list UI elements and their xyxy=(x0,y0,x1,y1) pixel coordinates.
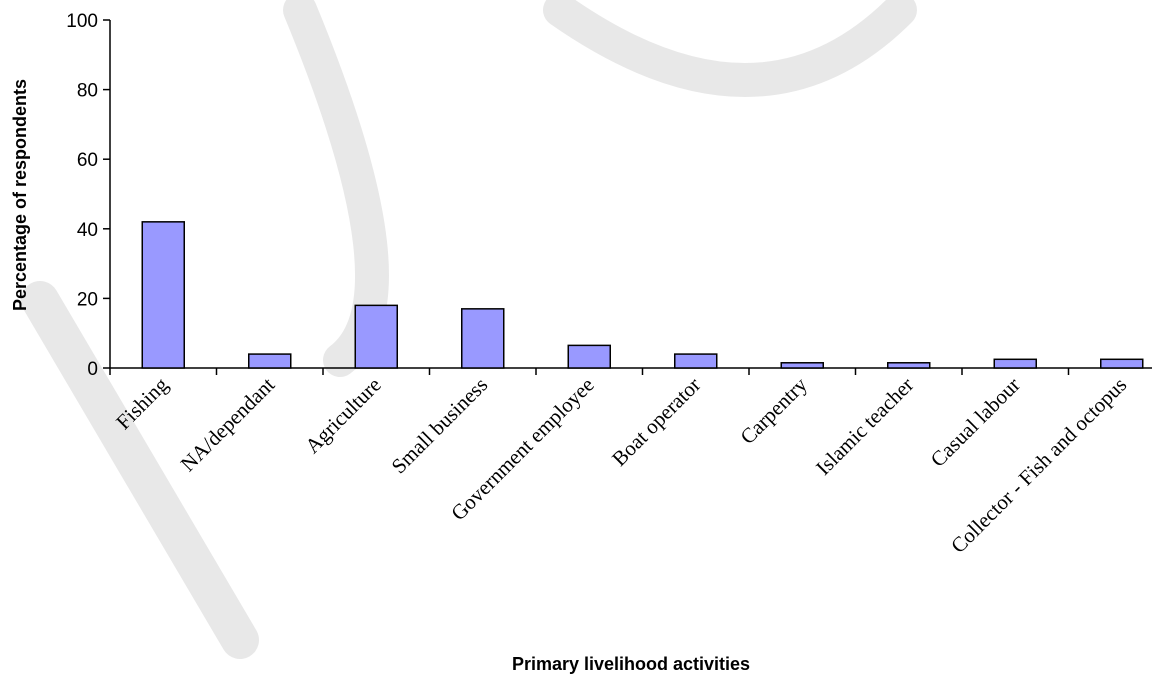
bar-na-dependant xyxy=(248,353,292,369)
y-tick-label: 60 xyxy=(77,150,98,171)
y-axis-title: Percentage of respondents xyxy=(10,79,30,311)
bar-casual-labour xyxy=(993,358,1037,369)
bar-agriculture xyxy=(354,304,398,369)
x-axis-title: Primary livelihood activities xyxy=(512,654,750,674)
y-tick-label: 80 xyxy=(77,81,98,102)
bar-islamic-teacher xyxy=(887,362,931,369)
x-category-label: Small business xyxy=(387,373,493,479)
bar-collector-fish-and-octopus xyxy=(1100,358,1144,369)
bar-boat-operator xyxy=(674,353,718,369)
bar-carpentry xyxy=(780,362,824,369)
y-tick-label: 40 xyxy=(77,220,98,241)
x-category-label: Agriculture xyxy=(300,373,385,458)
bar-fishing xyxy=(141,221,185,369)
x-category-label: Boat operator xyxy=(607,373,705,471)
bar-government-employee xyxy=(567,344,611,369)
bar-small-business xyxy=(461,308,505,369)
x-category-label: Carpentry xyxy=(735,372,812,449)
x-category-label: Islamic teacher xyxy=(811,373,918,480)
x-category-label: NA/dependant xyxy=(176,372,280,476)
x-category-label: Collector - Fish and octopus xyxy=(946,373,1131,558)
y-tick-label: 0 xyxy=(87,359,98,380)
x-category-label: Casual labour xyxy=(926,373,1025,472)
y-tick-label: 20 xyxy=(77,289,98,310)
y-tick-label: 100 xyxy=(66,11,98,32)
